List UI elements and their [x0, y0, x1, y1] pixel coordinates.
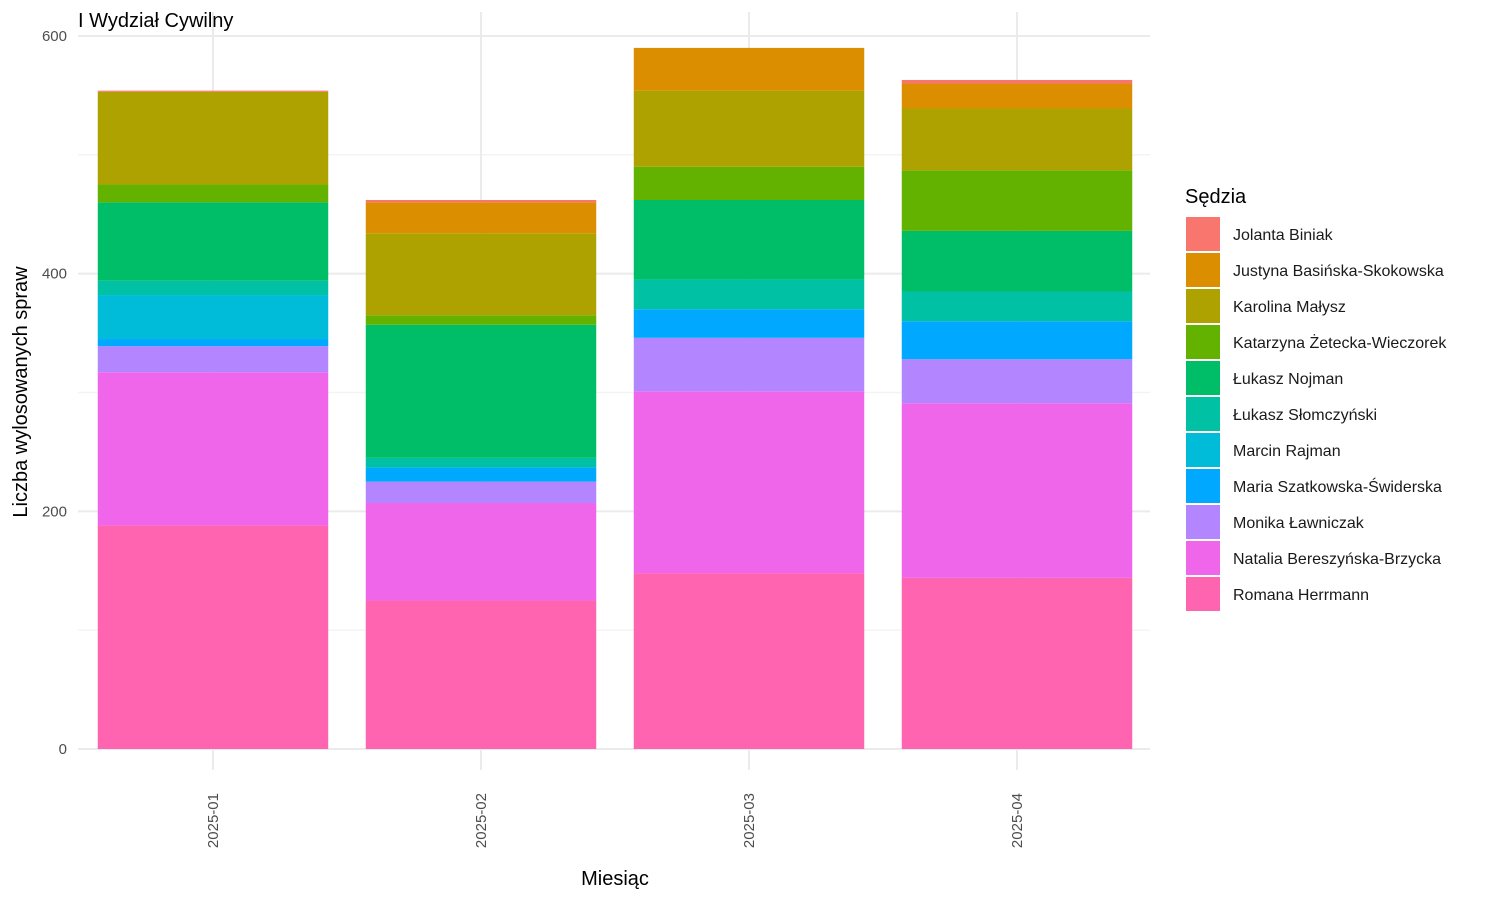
legend-label: Justyna Basińska-Skokowska — [1233, 263, 1444, 280]
legend-label: Maria Szatkowska-Świderska — [1233, 477, 1442, 496]
bar-segment — [97, 280, 329, 296]
bar-segment — [633, 573, 865, 749]
bar-segment — [901, 108, 1133, 171]
legend-label: Monika Ławniczak — [1233, 515, 1365, 532]
bar-segment — [633, 90, 865, 167]
legend-label: Łukasz Słomczyński — [1233, 407, 1377, 424]
bar-segment — [901, 321, 1133, 360]
legend-item: Maria Szatkowska-Świderska — [1186, 469, 1442, 503]
x-tick-label: 2025-03 — [741, 793, 758, 848]
legend-swatch — [1186, 433, 1220, 467]
bar-segment — [97, 202, 329, 281]
legend-swatch — [1186, 541, 1220, 575]
y-tick-label: 400 — [42, 266, 67, 283]
bar-segment — [365, 233, 597, 316]
bar-segment — [365, 199, 597, 203]
bar-segment — [901, 403, 1133, 578]
bar-stack — [365, 199, 597, 749]
legend-swatch — [1186, 577, 1220, 611]
bar-segment — [901, 359, 1133, 404]
legend-swatch — [1186, 289, 1220, 323]
legend-swatch — [1186, 253, 1220, 287]
legend-title: Sędzia — [1185, 186, 1247, 208]
legend-label: Katarzyna Żetecka-Wieczorek — [1233, 333, 1447, 352]
bar-segment — [97, 346, 329, 373]
y-axis-ticks: 0 200 400 600 — [42, 28, 67, 758]
legend-item: Łukasz Słomczyński — [1186, 397, 1377, 431]
legend-swatch — [1186, 469, 1220, 503]
legend-item: Jolanta Biniak — [1186, 217, 1334, 251]
y-tick-label: 200 — [42, 503, 67, 520]
chart-title: I Wydział Cywilny — [78, 10, 233, 32]
legend-item: Karolina Małysz — [1186, 289, 1346, 323]
legend-label: Karolina Małysz — [1233, 299, 1346, 316]
y-tick-label: 600 — [42, 28, 67, 45]
bar-segment — [97, 295, 329, 340]
bar-segment — [633, 279, 865, 310]
bar-segment — [901, 577, 1133, 749]
x-tick-label: 2025-01 — [205, 793, 222, 848]
bar-segment — [365, 467, 597, 482]
bar-segment — [901, 291, 1133, 322]
bars — [97, 47, 1133, 749]
bar-segment — [365, 600, 597, 749]
bar-segment — [633, 337, 865, 392]
legend: Sędzia Jolanta Biniak Justyna Basińska-Sk… — [1185, 186, 1447, 611]
legend-swatch — [1186, 361, 1220, 395]
legend-item: Katarzyna Żetecka-Wieczorek — [1186, 325, 1447, 359]
legend-item: Romana Herrmann — [1186, 577, 1369, 611]
bar-segment — [365, 202, 597, 234]
bar-segment — [633, 47, 865, 91]
bar-segment — [97, 91, 329, 185]
bar-segment — [633, 309, 865, 338]
legend-label: Jolanta Biniak — [1233, 227, 1334, 244]
legend-item: Monika Ławniczak — [1186, 505, 1365, 539]
bar-segment — [901, 230, 1133, 292]
bar-segment — [97, 339, 329, 347]
legend-swatch — [1186, 217, 1220, 251]
bar-segment — [901, 83, 1133, 109]
bar-segment — [97, 372, 329, 526]
legend-swatch — [1186, 325, 1220, 359]
legend-swatch — [1186, 397, 1220, 431]
bar-segment — [901, 170, 1133, 231]
bar-stack — [97, 90, 329, 749]
legend-label: Romana Herrmann — [1233, 587, 1369, 604]
bar-segment — [365, 481, 597, 504]
bar-segment — [633, 199, 865, 280]
bar-segment — [365, 324, 597, 458]
bar-segment — [97, 184, 329, 203]
legend-item: Marcin Rajman — [1186, 433, 1341, 467]
y-tick-label: 0 — [59, 741, 67, 758]
legend-swatch — [1186, 505, 1220, 539]
legend-item: Łukasz Nojman — [1186, 361, 1343, 395]
y-axis-title: Liczba wylosowanych spraw — [10, 266, 32, 518]
x-tick-label: 2025-02 — [473, 793, 490, 848]
bar-segment — [97, 525, 329, 749]
legend-item: Natalia Bereszyńska-Brzycka — [1186, 541, 1441, 575]
legend-item: Justyna Basińska-Skokowska — [1186, 253, 1444, 287]
legend-items: Jolanta Biniak Justyna Basińska-Skokowska… — [1186, 217, 1447, 611]
bar-segment — [365, 503, 597, 601]
bar-stack — [633, 47, 865, 749]
x-axis-title: Miesiąc — [581, 868, 649, 890]
bar-stack — [901, 79, 1133, 749]
bar-segment — [365, 457, 597, 468]
bar-segment — [365, 315, 597, 325]
x-axis-ticks: 2025-01 2025-02 2025-03 2025-04 — [205, 793, 1026, 848]
legend-label: Marcin Rajman — [1233, 443, 1341, 460]
bar-segment — [633, 391, 865, 574]
bar-segment — [97, 90, 329, 92]
x-tick-label: 2025-04 — [1009, 793, 1026, 848]
legend-label: Łukasz Nojman — [1233, 371, 1343, 388]
bar-segment — [633, 166, 865, 200]
legend-label: Natalia Bereszyńska-Brzycka — [1233, 551, 1441, 568]
bar-segment — [901, 79, 1133, 84]
